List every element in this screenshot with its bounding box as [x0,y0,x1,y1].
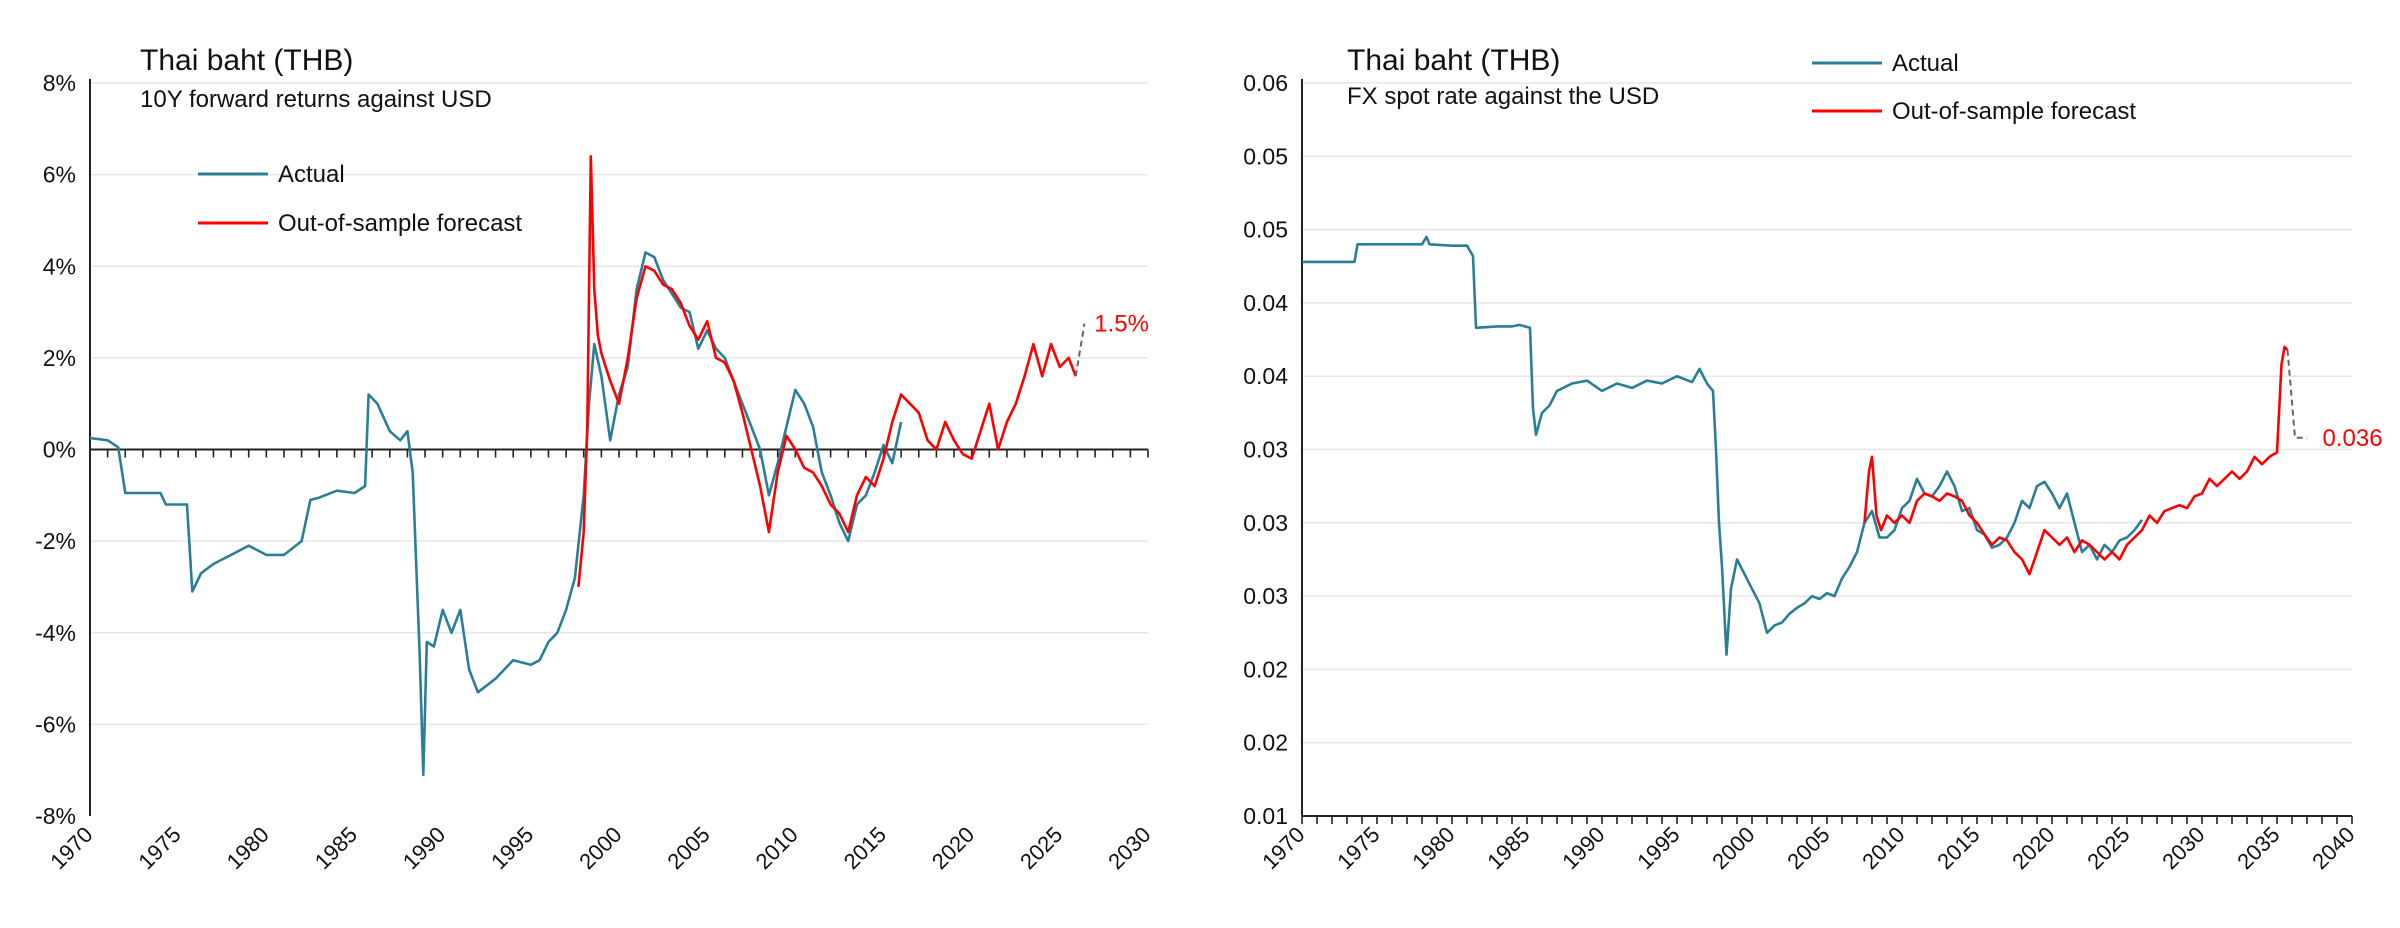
x-tick-label: 2030 [1103,822,1155,874]
y-tick-label: 0.03 [1243,583,1288,609]
forecast-end-label: 1.5% [1094,311,1149,338]
legend: Actual Out-of-sample forecast [198,161,522,237]
x-tick-label: 2010 [751,822,803,874]
x-tick-label: 1985 [1482,822,1534,874]
x-tick-label: 1980 [1407,822,1459,874]
chart-subtitle: FX spot rate against the USD [1347,83,1659,110]
x-tick-label: 1985 [310,822,362,874]
y-tick-label: 6% [43,162,76,188]
y-tick-label: -4% [35,620,76,646]
y-tick-label: 4% [43,253,76,279]
y-tick-label: 0.03 [1243,437,1288,463]
y-tick-label: 0.04 [1243,290,1288,316]
x-tick-label: 2040 [2307,822,2359,874]
forecast-series-line [577,155,1077,588]
y-tick-label: 0.01 [1243,803,1288,829]
y-tick-label: 0.02 [1243,656,1288,682]
actual-series-line [1302,235,2144,656]
legend-actual-label: Actual [1892,50,1959,77]
x-tick-label: 1975 [1332,822,1384,874]
legend-forecast-label: Out-of-sample forecast [1892,98,2136,125]
x-tick-label: 2005 [1782,822,1834,874]
x-tick-label: 1970 [1257,822,1309,874]
x-tick-label: 2025 [2082,822,2134,874]
y-tick-label: 0.05 [1243,143,1288,169]
x-tick-label: 2000 [1707,822,1759,874]
x-tick-label: 2015 [1932,822,1984,874]
chart-panel-2: 0.01 0.02 0.02 0.03 0.03 0.03 0.04 0.04 0.05 0.05… [1243,44,2382,874]
chart-title: Thai baht (THB) [140,44,353,77]
legend-forecast-label: Out-of-sample forecast [278,210,522,237]
y-tick-label: 8% [43,70,76,96]
y-tick-label: -2% [35,528,76,554]
forecast-end-label: 0.036 [2323,425,2383,452]
x-tick-label: 2000 [574,822,626,874]
x-tick-label: 1995 [486,822,538,874]
chart-title: Thai baht (THB) [1347,44,1560,77]
legend: Actual Out-of-sample forecast [1812,50,2136,125]
x-tick-label: 1995 [1632,822,1684,874]
x-tick-label: 2030 [2157,822,2209,874]
chart-subtitle: 10Y forward returns against USD [140,86,492,113]
chart-panel-1: -8% -6% -4% -2% 0% 2% 4% 6% 8% 1970 1975 1980 1985 19… [35,44,1155,874]
x-tick-label: 1970 [45,822,97,874]
x-tick-label: 2010 [1857,822,1909,874]
y-tick-label: 0.05 [1243,217,1288,243]
x-tick-label: 1990 [398,822,450,874]
x-tick-label: 2015 [839,822,891,874]
forecast-connector-line [1074,323,1086,377]
y-tick-label: 0.06 [1243,70,1288,96]
actual-series-line [89,251,903,777]
x-tick-label: 1980 [222,822,274,874]
y-tick-label: 0% [43,437,76,463]
x-tick-label: 2025 [1015,822,1067,874]
x-tick-label: 1990 [1557,822,1609,874]
y-tick-label: 0.03 [1243,510,1288,536]
x-tick-label: 2035 [2232,822,2284,874]
y-tick-label: -8% [35,803,76,829]
x-tick-label: 1975 [133,822,185,874]
forecast-connector-line [2286,349,2307,439]
y-tick-label: 2% [43,345,76,371]
y-tick-label: -6% [35,711,76,737]
y-tick-label: 0.04 [1243,363,1288,389]
y-tick-label: 0.02 [1243,730,1288,756]
forecast-series-line [1863,345,2289,576]
legend-actual-label: Actual [278,161,345,188]
x-tick-label: 2020 [927,822,979,874]
x-tick-label: 2005 [662,822,714,874]
x-tick-label: 2020 [2007,822,2059,874]
